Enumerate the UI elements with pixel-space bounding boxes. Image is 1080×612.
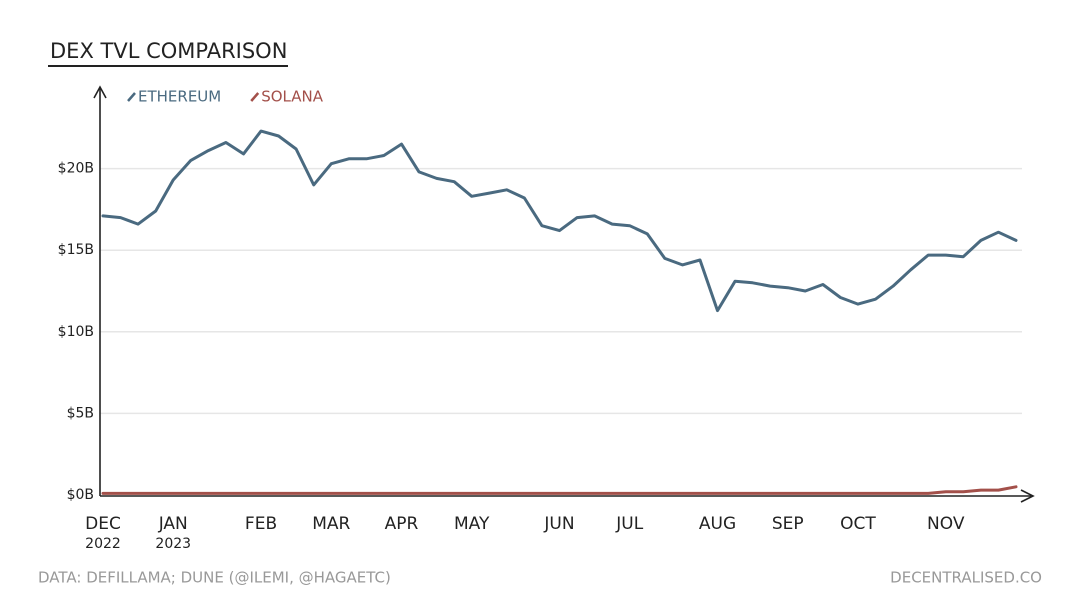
y-tick-label: $0B [67,487,94,503]
x-tick-label: JUN [543,514,574,534]
x-tick-label: DEC 2022 [85,514,121,552]
credit: DECENTRALISED.CO [890,569,1042,587]
y-tick-label: $10B [58,324,94,340]
x-tick-label: MAR [312,514,350,534]
series-line [101,485,1018,495]
x-tick-label: OCT [840,514,876,534]
x-tick-label: AUG [699,514,736,534]
y-tick-label: $5B [67,405,94,421]
legend-label: ETHEREUM [138,88,221,106]
legend-swatch [250,92,260,102]
x-tick-label: JAN 2023 [155,514,191,552]
x-tick-label: SEP [772,514,804,534]
y-axis-arrow [93,85,107,99]
y-tick-label: $15B [58,242,94,258]
legend-swatch [127,92,136,102]
x-tick-label: NOV [927,514,965,534]
legend-label: SOLANA [261,88,324,106]
x-axis-arrow [1020,489,1035,503]
y-tick-label: $20B [58,161,94,177]
series-line [101,129,1018,313]
x-tick-label: JUL [615,514,643,534]
source: DATA: DEFILLAMA; DUNE (@ILEMI, @HAGAETC) [38,569,391,587]
x-tick-label: APR [385,514,419,534]
x-tick-label: FEB [245,514,277,534]
x-tick-label: MAY [454,514,490,534]
chart-title: DEX TVL COMPARISON [50,39,287,63]
